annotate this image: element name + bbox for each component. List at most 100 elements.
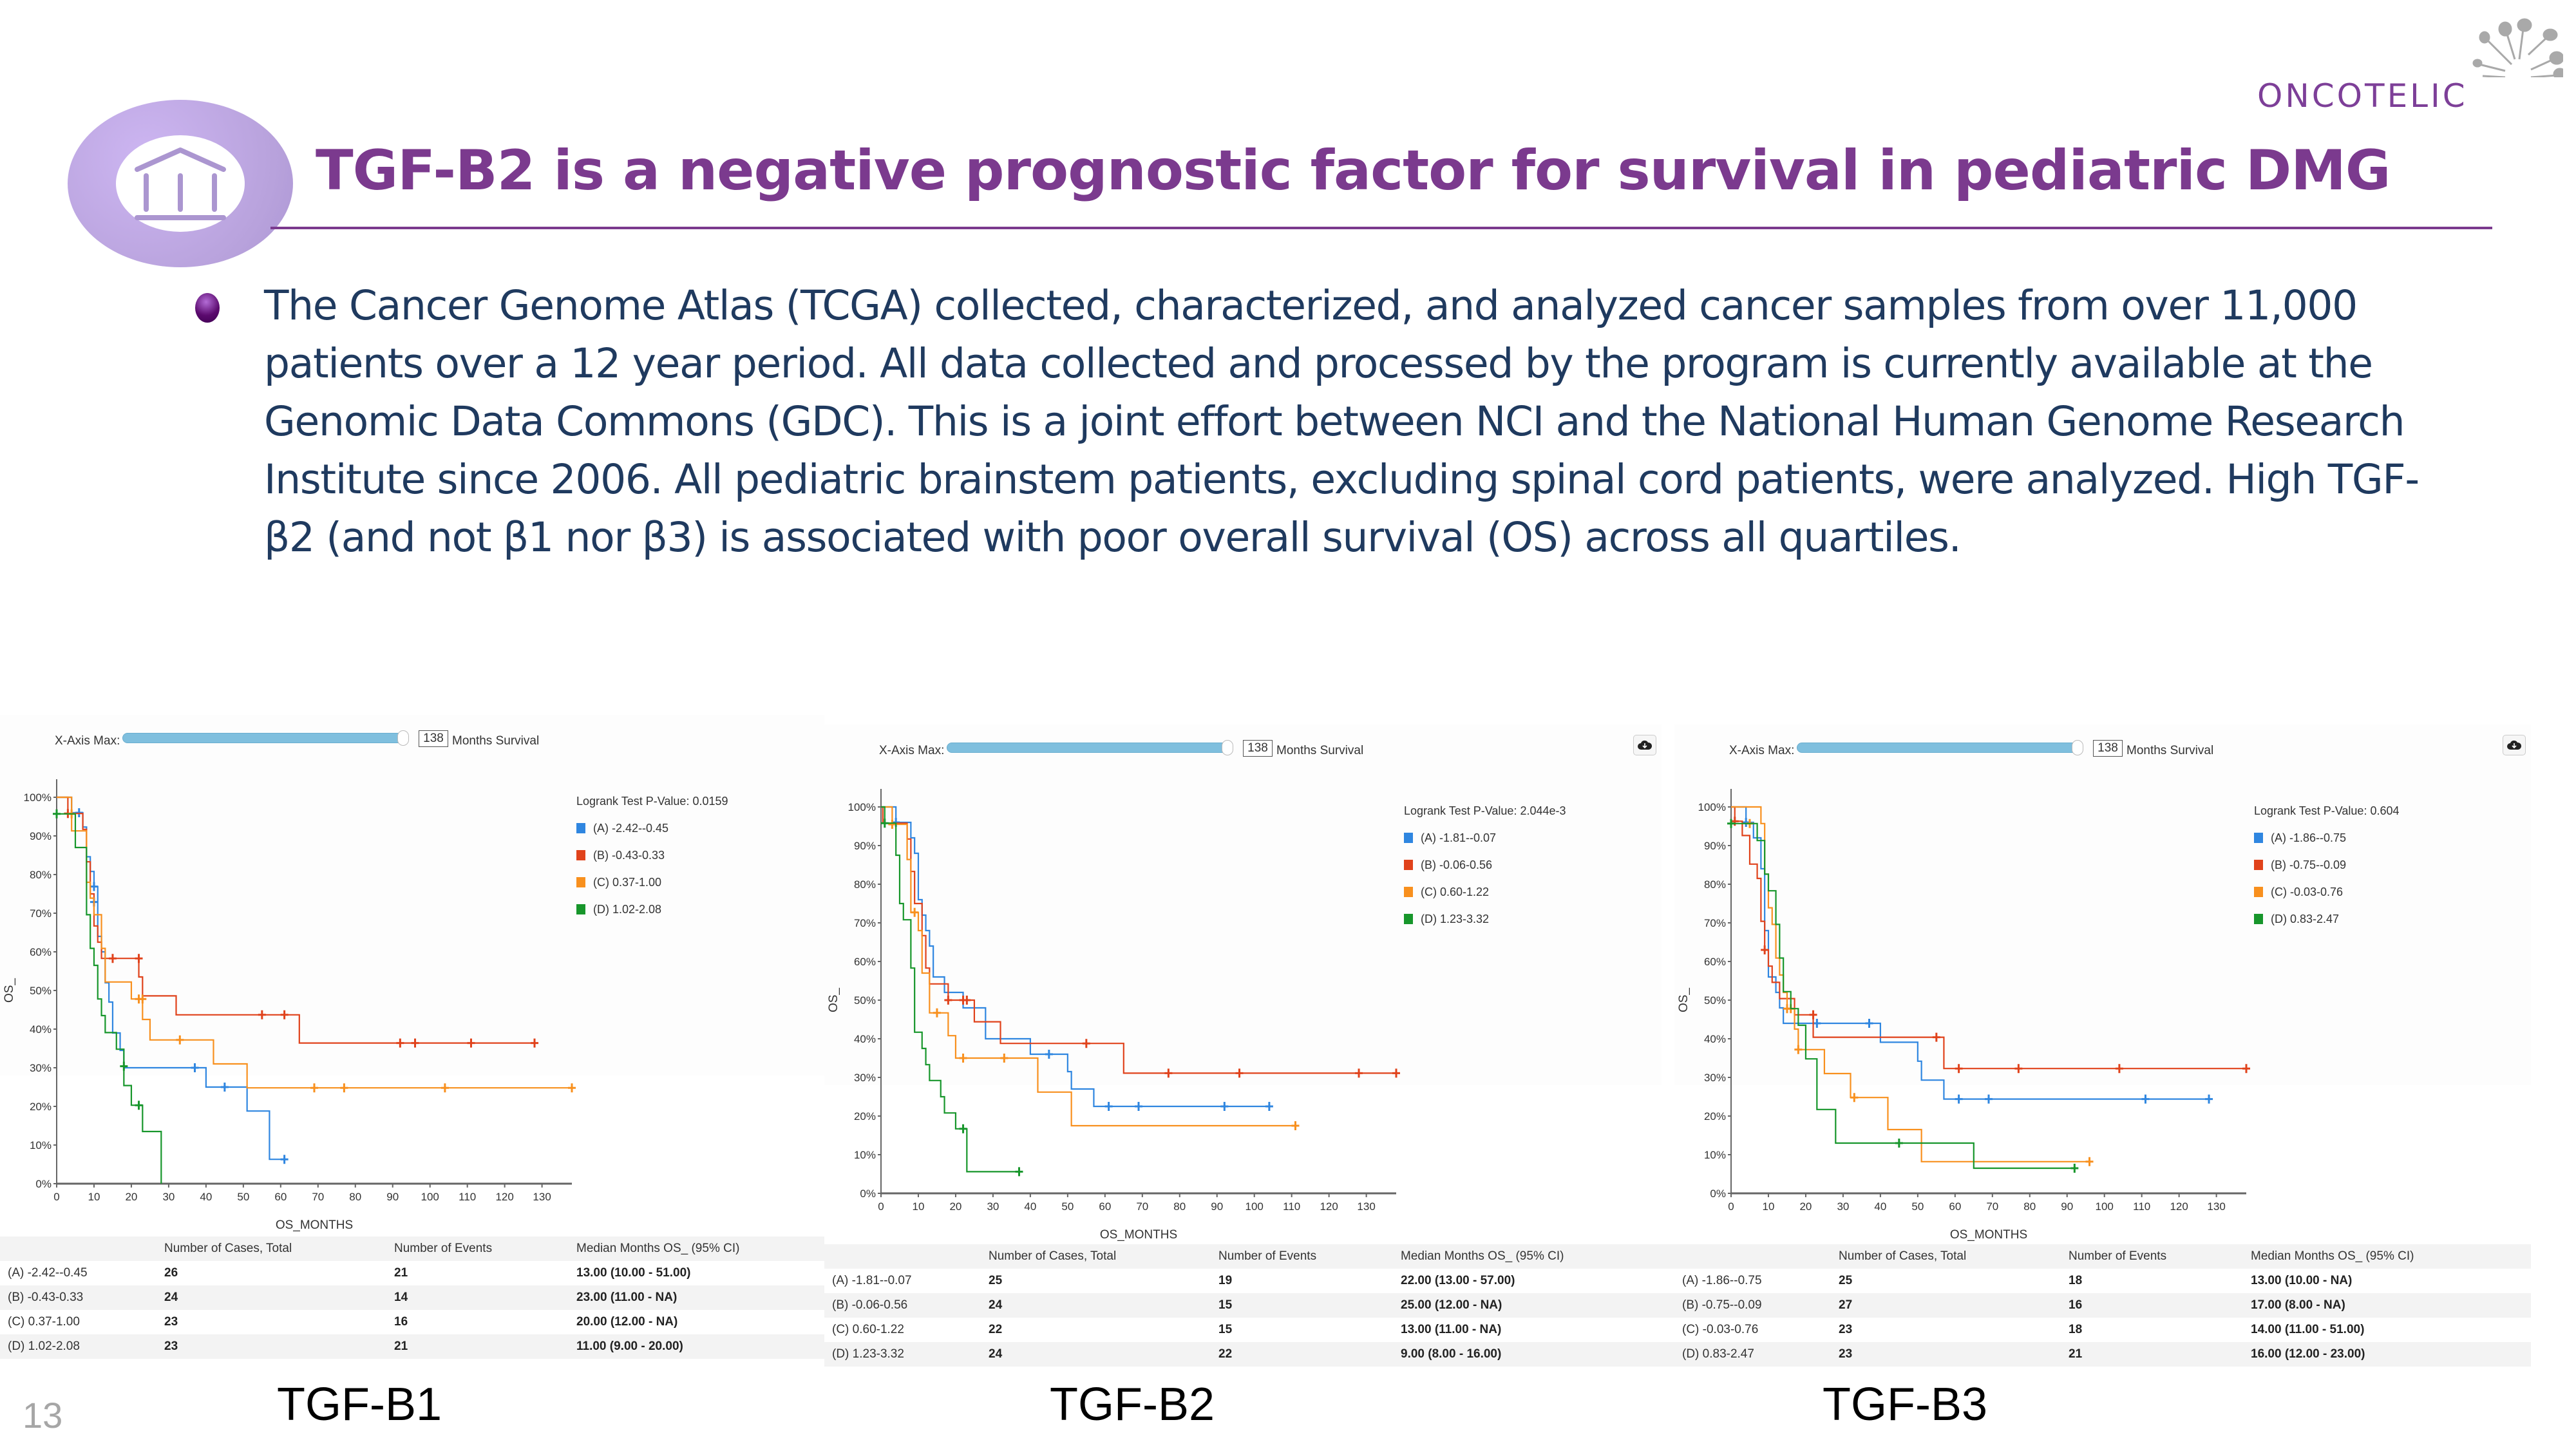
x-axis-max-slider[interactable] <box>122 730 409 746</box>
x-tick-label: 20 <box>949 1200 961 1213</box>
censor-mark-a <box>1104 1102 1113 1111</box>
censor-mark-a <box>1955 1094 1963 1104</box>
x-tick-label: 80 <box>349 1191 361 1203</box>
censor-mark-d <box>1895 1139 1903 1148</box>
x-tick-label: 0 <box>53 1191 59 1203</box>
slider-handle[interactable] <box>1222 740 1233 755</box>
y-tick-label: 10% <box>854 1149 876 1161</box>
stats-row: (C) 0.60-1.22 22 15 13.00 (11.00 - NA) <box>824 1318 1674 1342</box>
x-axis-max-input[interactable]: 138 <box>419 730 448 747</box>
censor-mark-b <box>1955 1064 1963 1074</box>
km-chart-svg: 0% 10% 20% 30% 40% 50% 60% 70% 80% 90% 100% 0 10 20 30… <box>1677 789 2399 1242</box>
censor-mark-c <box>2085 1157 2094 1166</box>
stats-row: (C) -0.03-0.76 23 18 14.00 (11.00 - 51.00) <box>1674 1318 2531 1342</box>
y-tick-label: 90% <box>854 840 876 852</box>
stats-header-cell: Median Months OS_ (95% CI) <box>1401 1249 1564 1263</box>
y-tick-label: 60% <box>1704 956 1726 968</box>
x-axis-label: OS_MONTHS <box>1950 1228 2027 1242</box>
x-tick-label: 120 <box>495 1191 513 1203</box>
stats-cell: 25 <box>1839 1274 1853 1287</box>
legend-swatch-a <box>2254 833 2263 843</box>
x-tick-label: 40 <box>1024 1200 1036 1213</box>
x-tick-label: 60 <box>1949 1200 1961 1213</box>
y-tick-label: 90% <box>30 830 52 842</box>
bullet-line: Genomic Data Commons (GDC). This is a jo… <box>264 398 2405 445</box>
x-tick-label: 60 <box>274 1191 287 1203</box>
stats-row: (A) -2.42--0.45 26 21 13.00 (10.00 - 51.00) <box>0 1261 824 1285</box>
stats-cell: 13.00 (10.00 - 51.00) <box>576 1266 691 1280</box>
stats-header-cell: Number of Cases, Total <box>1839 1249 1967 1263</box>
x-tick-label: 90 <box>1211 1200 1223 1213</box>
y-tick-label: 30% <box>30 1062 52 1074</box>
x-axis-max-slider[interactable] <box>1797 740 2083 755</box>
stats-cell: 16 <box>2069 1298 2083 1312</box>
survival-curve-a <box>1731 806 2210 1100</box>
censor-mark-c <box>888 820 896 829</box>
censor-mark-b <box>467 1038 475 1048</box>
x-tick-label: 70 <box>312 1191 324 1203</box>
stats-cell: 22.00 (13.00 - 57.00) <box>1401 1274 1515 1287</box>
y-tick-label: 100% <box>1698 801 1726 813</box>
censor-mark-a <box>2205 1094 2213 1104</box>
stats-table-tgf-b1: Number of Cases, Total Number of Events Me… <box>0 1236 824 1359</box>
x-tick-label: 40 <box>200 1191 212 1203</box>
legend-label-d: (D) 0.83-2.47 <box>2271 913 2339 925</box>
censor-mark-b <box>2014 1064 2023 1074</box>
censor-mark-a <box>2141 1094 2150 1104</box>
censor-mark-b <box>411 1038 419 1048</box>
censor-mark-d <box>2070 1164 2079 1173</box>
stats-row: (B) -0.43-0.33 24 14 23.00 (11.00 - NA) <box>0 1285 824 1310</box>
stats-cell: 25 <box>989 1274 1003 1287</box>
km-panel-tgf-b3: X-Axis Max: 138 Months Survival 0% 10% 20% 30%… <box>1674 724 2531 1242</box>
stats-cell: 9.00 (8.00 - 16.00) <box>1401 1347 1502 1361</box>
survival-curve-c <box>1731 806 2090 1162</box>
slide-number: 13 <box>23 1395 63 1435</box>
cloud-download-icon <box>1638 740 1652 750</box>
logrank-pvalue: Logrank Test P-Value: 2.044e-3 <box>1404 804 1566 817</box>
x-tick-label: 20 <box>125 1191 137 1203</box>
legend-swatch-c <box>1404 887 1413 897</box>
stats-cell: 23 <box>164 1340 178 1353</box>
institution-icon <box>135 147 226 220</box>
y-axis-label: OS_ <box>1677 988 1690 1012</box>
x-tick-label: 120 <box>1320 1200 1338 1213</box>
x-tick-label: 10 <box>1763 1200 1775 1213</box>
stats-table-tgf-b3: Number of Cases, Total Number of Events Me… <box>1674 1244 2531 1367</box>
slider-handle[interactable] <box>397 730 409 746</box>
stats-cell: 18 <box>2069 1323 2083 1336</box>
x-tick-label: 30 <box>987 1200 999 1213</box>
censor-mark-b <box>2242 1064 2250 1074</box>
y-tick-label: 20% <box>1704 1110 1726 1122</box>
survival-curve-a <box>57 796 285 1160</box>
censor-mark-b <box>2115 1064 2123 1074</box>
x-axis-max-input[interactable]: 138 <box>2093 740 2123 757</box>
y-tick-label: 70% <box>1704 917 1726 929</box>
km-chart-svg: 0% 10% 20% 30% 40% 50% 60% 70% 80% 90% 100% 0 10 20 30… <box>827 789 1566 1242</box>
x-tick-label: 70 <box>1136 1200 1148 1213</box>
stats-cell: (D) 0.83-2.47 <box>1682 1347 1754 1361</box>
stats-cell: (A) -1.86--0.75 <box>1682 1274 1762 1287</box>
x-axis-max-input[interactable]: 138 <box>1243 740 1273 757</box>
legend-label-d: (D) 1.02-2.08 <box>593 903 661 916</box>
stats-cell: 21 <box>394 1340 408 1353</box>
censor-mark-c <box>1291 1121 1300 1130</box>
download-button[interactable] <box>2503 735 2526 755</box>
x-tick-label: 50 <box>1061 1200 1074 1213</box>
slider-handle[interactable] <box>2072 740 2083 755</box>
download-button[interactable] <box>1633 735 1656 755</box>
y-tick-label: 80% <box>854 878 876 891</box>
stats-cell: (C) -0.03-0.76 <box>1682 1323 1759 1336</box>
x-axis-max-slider[interactable] <box>947 740 1233 755</box>
survival-curve-b <box>57 796 535 1044</box>
stats-cell: (D) 1.02-2.08 <box>8 1340 80 1353</box>
censor-mark-b <box>1392 1068 1400 1078</box>
censor-mark-d <box>120 1061 128 1071</box>
stats-row: (A) -1.86--0.75 25 18 13.00 (10.00 - NA) <box>1674 1269 2531 1293</box>
stats-cell: 26 <box>164 1266 178 1280</box>
y-tick-label: 30% <box>1704 1072 1726 1084</box>
stats-row: (D) 0.83-2.47 23 21 16.00 (12.00 - 23.00) <box>1674 1342 2531 1367</box>
y-tick-label: 40% <box>30 1023 52 1036</box>
censor-mark-c <box>440 1083 449 1093</box>
x-tick-label: 60 <box>1099 1200 1111 1213</box>
stats-cell: 14.00 (11.00 - 51.00) <box>2251 1323 2365 1336</box>
